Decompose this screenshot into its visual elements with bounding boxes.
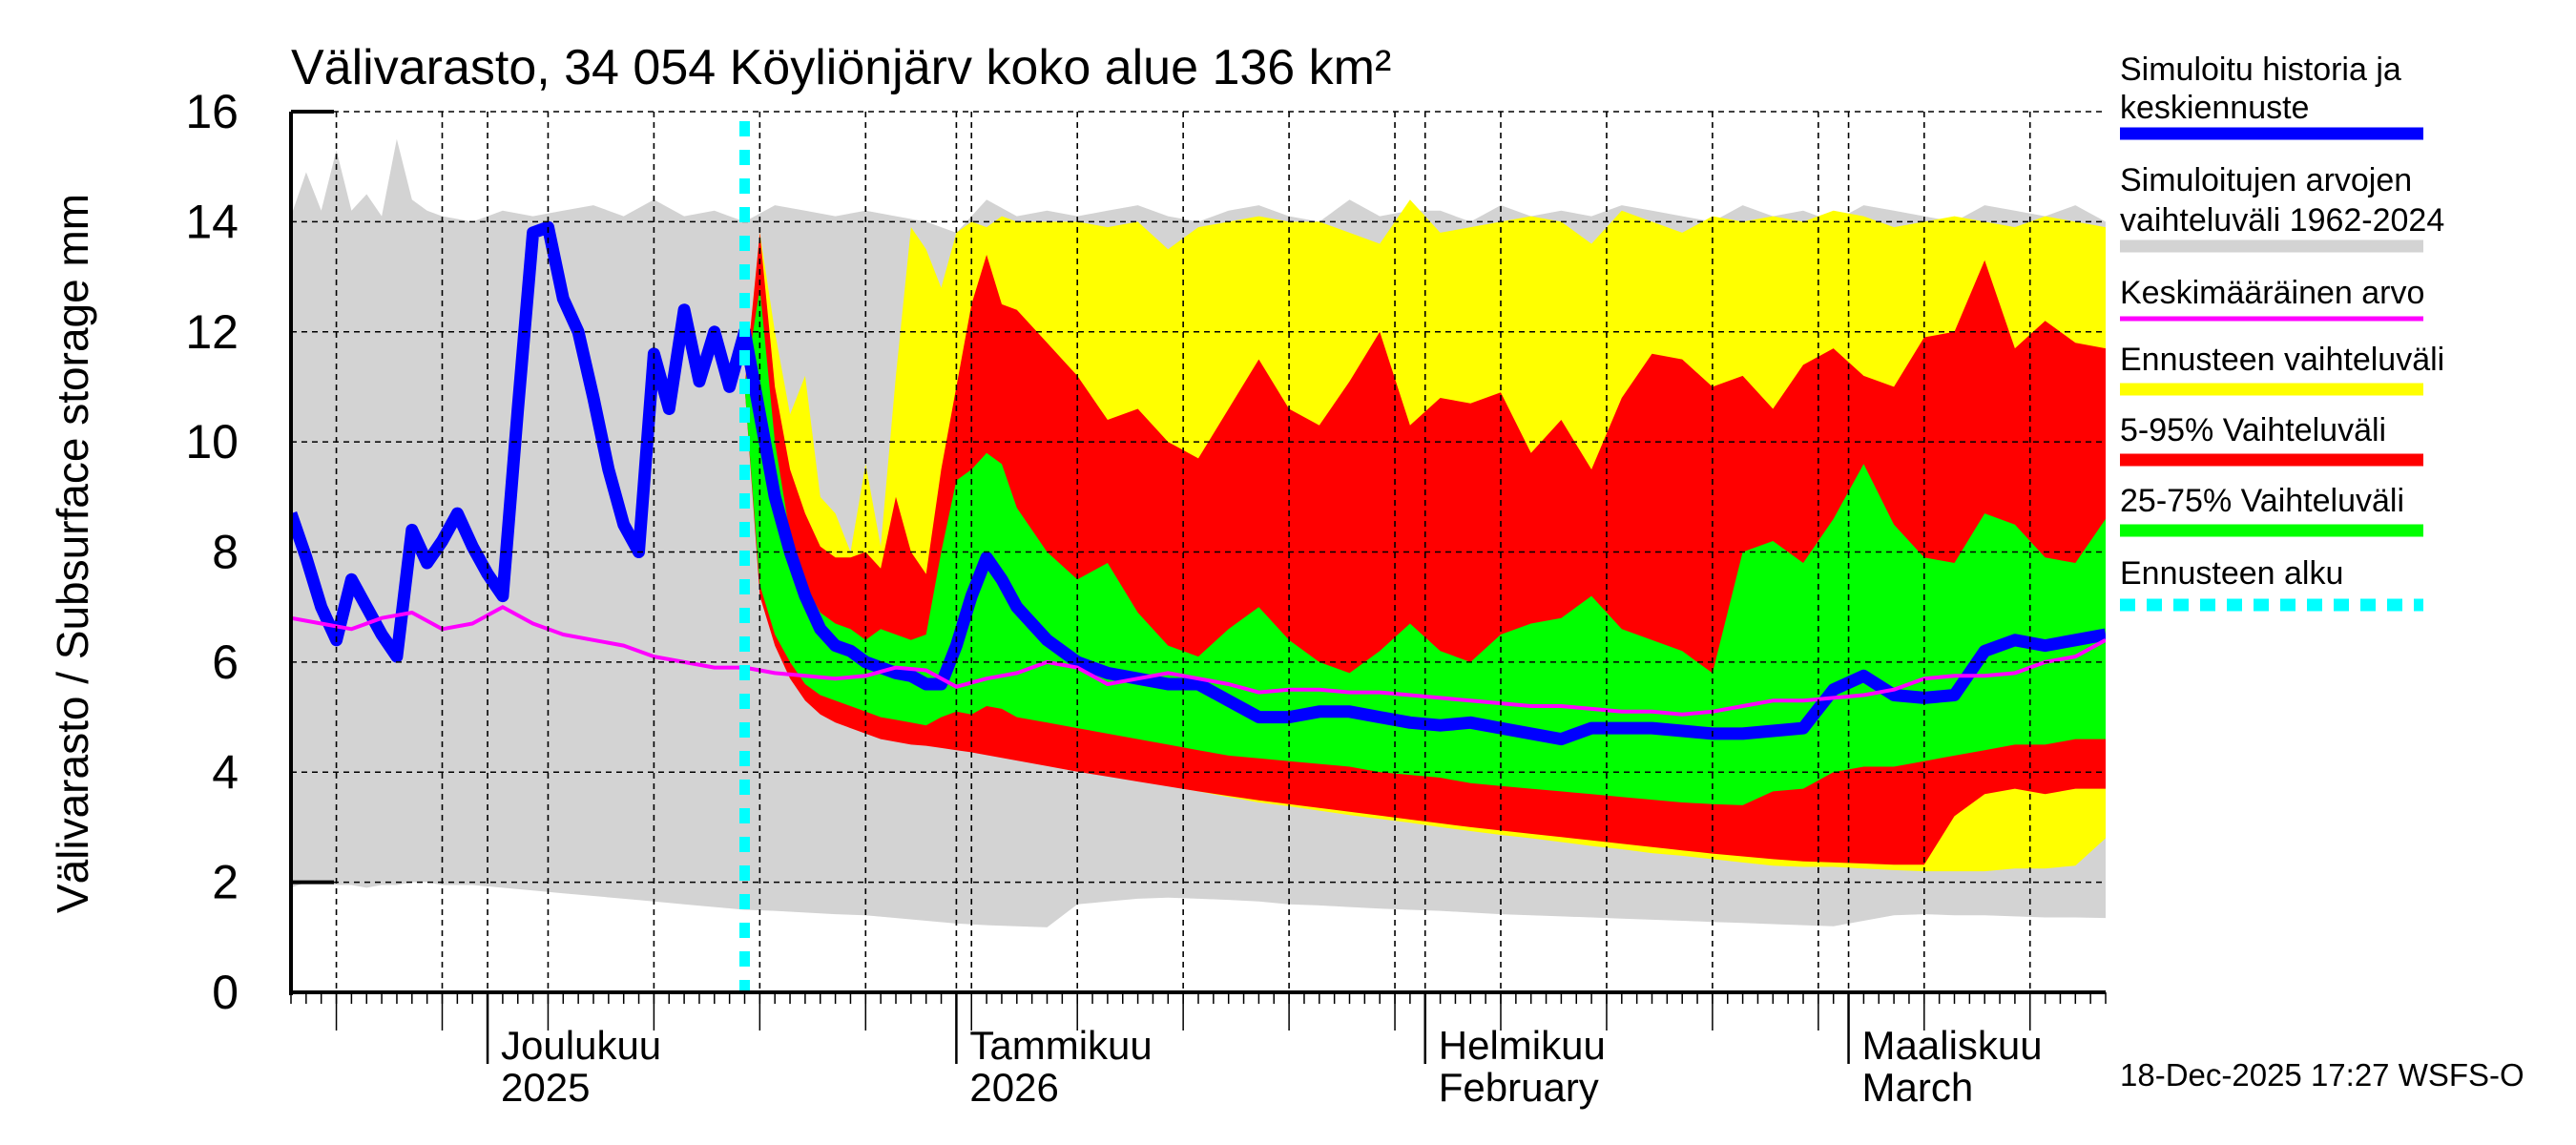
- y-tick-label: 16: [185, 85, 239, 138]
- month-sublabel: 2026: [969, 1065, 1058, 1110]
- y-tick-label: 2: [212, 856, 239, 909]
- month-label: Helmikuu: [1439, 1023, 1606, 1068]
- grid-lines: [291, 111, 2106, 992]
- y-tick-label: 10: [185, 415, 239, 468]
- plot-marks: [291, 138, 2106, 927]
- legend-label: Keskimääräinen arvo: [2120, 275, 2424, 311]
- y-tick-label: 6: [212, 635, 239, 689]
- month-sublabel: February: [1439, 1065, 1599, 1110]
- month-label: Maaliskuu: [1862, 1023, 2043, 1068]
- y-tick-labels: 0 2 4 6 8 10 12 14 16: [185, 85, 239, 1019]
- legend-label: 25-75% Vaihteluväli: [2120, 483, 2404, 519]
- legend-item: 25-75% Vaihteluväli: [2120, 483, 2423, 537]
- plot-area: [291, 138, 2106, 927]
- band-25-75-vaihteluv-li: [744, 287, 2106, 805]
- month-sublabel: March: [1862, 1065, 1974, 1110]
- legend-label-line2: keskiennuste: [2120, 90, 2309, 126]
- legend-item: 5-95% Vaihteluväli: [2120, 412, 2423, 467]
- y-tick-label: 12: [185, 305, 239, 359]
- legend-label: Ennusteen vaihteluväli: [2120, 342, 2444, 378]
- legend-item: Ennusteen vaihteluväli: [2120, 342, 2444, 396]
- y-tick-label: 8: [212, 526, 239, 579]
- line-simuloitu-historia-ja-keskiennuste: [291, 220, 2106, 746]
- y-tick-label: 4: [212, 745, 239, 799]
- legend-label-line2: vaihteluväli 1962-2024: [2120, 202, 2444, 239]
- legend-label: Ennusteen alku: [2120, 555, 2343, 592]
- month-sublabel: 2025: [501, 1065, 590, 1110]
- legend: Simuloitu historia jakeskiennusteSimuloi…: [2120, 52, 2444, 612]
- legend-item: Keskimääräinen arvo: [2120, 275, 2424, 322]
- legend-label: Simuloitu historia ja: [2120, 52, 2401, 88]
- legend-item: Simuloitujen arvojen vaihteluväli 1962-20…: [2120, 162, 2444, 253]
- y-tick-label: 0: [212, 966, 239, 1019]
- timestamp: 18-Dec-2025 17:27 WSFS-O: [2120, 1057, 2524, 1093]
- line-keskim-r-inen-arvo: [291, 605, 2106, 717]
- month-label: Joulukuu: [501, 1023, 661, 1068]
- month-label: Tammikuu: [969, 1023, 1152, 1068]
- y-axis-title: Välivarasto / Subsurface storage mm: [48, 194, 97, 913]
- legend-item: Ennusteen alku: [2120, 555, 2423, 612]
- chart-title: Välivarasto, 34 054 Köyliönjärv koko alu…: [291, 40, 1391, 95]
- legend-label: Simuloitujen arvojen: [2120, 162, 2412, 198]
- y-tick-label: 14: [185, 195, 239, 248]
- legend-label: 5-95% Vaihteluväli: [2120, 412, 2386, 448]
